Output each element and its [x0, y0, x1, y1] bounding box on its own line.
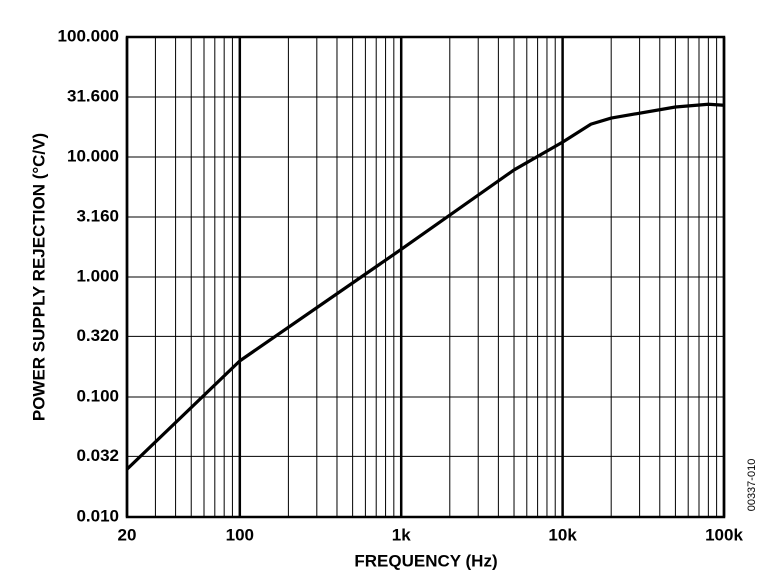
- x-tick-label: 100: [226, 525, 254, 544]
- x-tick-label: 10k: [548, 525, 577, 544]
- y-tick-label: 0.100: [76, 386, 119, 405]
- y-tick-label: 1.000: [76, 266, 119, 285]
- y-tick-label: 3.160: [76, 207, 119, 226]
- y-tick-label: 10.000: [67, 146, 119, 165]
- y-tick-label: 31.600: [67, 87, 119, 106]
- y-axis-label: POWER SUPPLY REJECTION (°C/V): [29, 133, 48, 421]
- x-tick-label: 100k: [705, 525, 743, 544]
- x-tick-label: 1k: [392, 525, 411, 544]
- y-tick-label: 0.010: [76, 506, 119, 525]
- figure-code: 00337-010: [746, 459, 758, 512]
- data-line: [125, 102, 725, 471]
- x-axis-label: FREQUENCY (Hz): [354, 551, 497, 570]
- y-tick-label: 100.000: [58, 26, 119, 45]
- x-tick-label: 20: [118, 525, 137, 544]
- y-tick-label: 0.320: [76, 326, 119, 345]
- plot-frame: [125, 35, 726, 519]
- y-tick-label: 0.032: [76, 446, 119, 465]
